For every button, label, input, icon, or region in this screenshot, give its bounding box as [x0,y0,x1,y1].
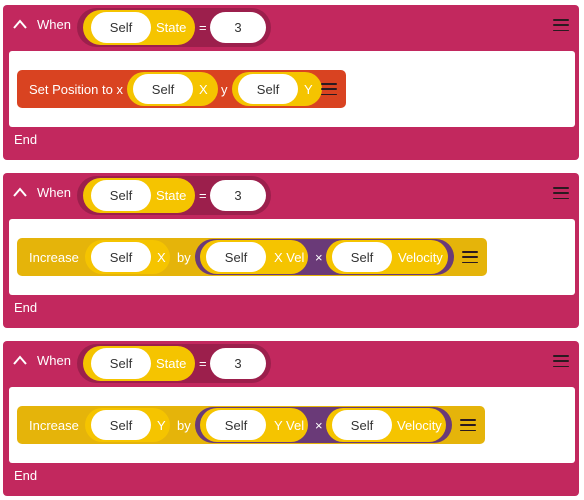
object-self-pill[interactable]: Self [332,242,392,272]
chevron-up-icon[interactable] [12,18,28,30]
hamburger-menu-icon[interactable] [553,355,569,368]
multiply-expression[interactable]: Self Y Vel × Self Velocity [195,407,452,443]
equals-operator: = [199,20,207,35]
state-property-pill[interactable]: Self State [83,10,195,45]
property-label: State [156,188,187,203]
hamburger-menu-icon[interactable] [462,251,478,264]
property-label: Y Vel [274,418,305,433]
when-block-header: When Self State = 3 [3,5,579,47]
property-label: Y [304,82,313,97]
property-label: State [156,356,187,371]
left-property-pill[interactable]: Self X Vel [200,240,308,274]
when-block-2[interactable]: When Self State = 3 Increase Self X by S… [3,173,579,328]
end-label: End [14,300,38,315]
property-label: Velocity [398,250,443,265]
property-label: State [156,20,187,35]
hamburger-menu-icon[interactable] [553,187,569,200]
block-body: Set Position to x Self X y Self Y [9,51,575,127]
multiply-expression[interactable]: Self X Vel × Self Velocity [195,239,454,275]
condition-expression[interactable]: Self State = 3 [77,8,271,47]
hamburger-menu-icon[interactable] [553,19,569,32]
hamburger-menu-icon[interactable] [321,83,337,96]
when-block-header: When Self State = 3 [3,341,579,383]
by-label: by [177,418,191,433]
action-label: Increase [29,418,79,433]
condition-expression[interactable]: Self State = 3 [77,176,271,215]
end-label: End [14,468,38,483]
end-label: End [14,132,38,147]
x-property-pill[interactable]: Self X [127,72,218,106]
action-label: Increase [29,250,79,265]
when-label: When [37,17,71,32]
y-label: y [221,82,228,97]
value-field[interactable]: 3 [210,12,266,43]
state-property-pill[interactable]: Self State [83,178,195,213]
right-property-pill[interactable]: Self Velocity [326,408,446,442]
multiply-operator: × [315,250,323,265]
when-label: When [37,185,71,200]
object-self-pill[interactable]: Self [133,74,193,104]
object-self-pill[interactable]: Self [206,242,266,272]
property-label: X [157,250,166,265]
set-position-action[interactable]: Set Position to x Self X y Self Y [17,70,346,108]
property-label: Y [157,418,166,433]
chevron-up-icon[interactable] [12,354,28,366]
right-property-pill[interactable]: Self Velocity [326,240,448,274]
object-self-pill[interactable]: Self [206,410,266,440]
target-property-pill[interactable]: Self X [85,240,170,274]
object-self-pill[interactable]: Self [332,410,392,440]
when-block-header: When Self State = 3 [3,173,579,215]
y-property-pill[interactable]: Self Y [232,72,322,106]
equals-operator: = [199,188,207,203]
value-field[interactable]: 3 [210,180,266,211]
object-self-pill[interactable]: Self [91,410,151,440]
when-block-1[interactable]: When Self State = 3 Set Position to x Se… [3,5,579,160]
when-block-3[interactable]: When Self State = 3 Increase Self Y by S… [3,341,579,496]
value-field[interactable]: 3 [210,348,266,379]
equals-operator: = [199,356,207,371]
target-property-pill[interactable]: Self Y [85,408,170,442]
chevron-up-icon[interactable] [12,186,28,198]
action-label: Set Position to x [29,82,123,97]
object-self-pill[interactable]: Self [91,12,151,43]
block-body: Increase Self X by Self X Vel × Self Vel… [9,219,575,295]
hamburger-menu-icon[interactable] [460,419,476,432]
object-self-pill[interactable]: Self [238,74,298,104]
condition-expression[interactable]: Self State = 3 [77,344,271,383]
multiply-operator: × [315,418,323,433]
increase-action[interactable]: Increase Self Y by Self Y Vel × Self Vel… [17,406,485,444]
object-self-pill[interactable]: Self [91,348,151,379]
object-self-pill[interactable]: Self [91,242,151,272]
property-label: X [199,82,208,97]
property-label: Velocity [397,418,442,433]
object-self-pill[interactable]: Self [91,180,151,211]
block-body: Increase Self Y by Self Y Vel × Self Vel… [9,387,575,463]
when-label: When [37,353,71,368]
state-property-pill[interactable]: Self State [83,346,195,381]
left-property-pill[interactable]: Self Y Vel [200,408,308,442]
by-label: by [177,250,191,265]
increase-action[interactable]: Increase Self X by Self X Vel × Self Vel… [17,238,487,276]
property-label: X Vel [274,250,305,265]
